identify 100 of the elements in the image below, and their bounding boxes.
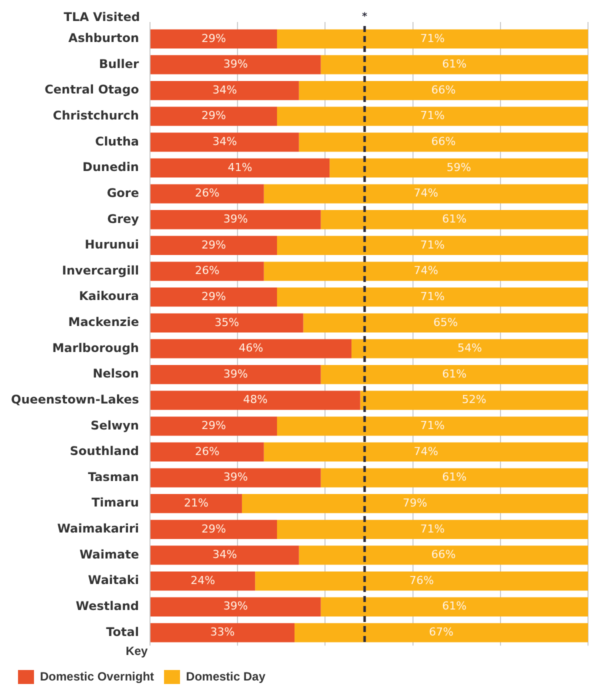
bar <box>150 468 321 488</box>
bar <box>277 416 588 436</box>
bar <box>330 158 588 178</box>
data-label: 71% <box>420 109 445 122</box>
bar <box>294 623 588 642</box>
data-label: 29% <box>202 419 226 432</box>
data-label: 61% <box>442 58 467 71</box>
bar <box>150 313 304 332</box>
data-label: 34% <box>212 83 237 96</box>
y-tick-label: Christchurch <box>52 108 139 122</box>
bar <box>150 132 299 152</box>
data-label: 26% <box>194 264 220 278</box>
data-label: 26% <box>194 186 220 200</box>
data-label: 79% <box>402 496 428 510</box>
bar <box>351 339 588 358</box>
y-tick-label: Nelson <box>92 366 139 381</box>
bar <box>277 236 588 256</box>
bar <box>150 55 321 74</box>
y-tick-label: Queenstown-Lakes <box>10 392 139 406</box>
data-label: 61% <box>442 212 467 226</box>
y-tick-label: Grey <box>107 212 140 226</box>
data-label: 39% <box>223 600 248 613</box>
bar <box>264 442 588 462</box>
bar <box>255 571 588 591</box>
data-label: 41% <box>228 160 252 174</box>
data-label: 66% <box>431 548 456 562</box>
data-label: 76% <box>409 574 434 587</box>
bar <box>150 106 278 126</box>
bar <box>277 106 588 126</box>
bar <box>303 313 588 332</box>
y-tick-label: Clutha <box>95 134 139 148</box>
bar <box>242 494 588 514</box>
y-tick-label: Ashburton <box>68 31 139 46</box>
y-tick-label: Total <box>106 624 139 639</box>
data-label: 74% <box>414 444 438 458</box>
y-tick-label: Hurunui <box>84 238 139 252</box>
bar <box>150 390 360 410</box>
y-tick-label: Westland <box>76 599 139 613</box>
bar <box>150 520 278 539</box>
data-label: 48% <box>243 393 268 406</box>
data-label: 71% <box>420 522 445 536</box>
bar <box>277 29 588 48</box>
ref-line-label: * <box>362 12 368 23</box>
legend-label: Domestic Day <box>186 669 266 684</box>
bar <box>150 80 299 100</box>
data-label: 29% <box>202 290 226 303</box>
data-label: 29% <box>202 109 226 122</box>
data-label: 46% <box>238 342 264 355</box>
data-label: 29% <box>202 238 226 252</box>
bar <box>150 442 264 462</box>
bar <box>150 158 330 178</box>
y-tick-label: Southland <box>70 444 139 458</box>
y-tick-label: Tasman <box>88 470 139 484</box>
bar <box>298 546 588 565</box>
data-label: 34% <box>212 548 237 562</box>
bar <box>298 132 588 152</box>
data-label: 33% <box>210 626 235 639</box>
y-tick-label: Dunedin <box>82 160 139 174</box>
y-tick-label: Kaikoura <box>78 289 139 304</box>
bar <box>320 468 588 488</box>
data-label: 21% <box>184 496 208 510</box>
bar <box>360 390 588 410</box>
data-label: 66% <box>431 135 456 148</box>
bar <box>320 210 588 230</box>
data-label: 74% <box>414 264 438 278</box>
data-label: 54% <box>458 342 482 355</box>
data-label: 39% <box>223 58 248 71</box>
data-label: 34% <box>212 135 237 148</box>
data-label: 71% <box>420 290 445 303</box>
data-label: 39% <box>223 367 248 380</box>
data-label: 71% <box>420 238 445 252</box>
data-label: 59% <box>446 160 472 174</box>
y-tick-label: Gore <box>106 186 139 200</box>
bar <box>150 546 299 565</box>
data-label: 61% <box>442 600 467 613</box>
y-tick-label: Waimakariri <box>57 522 139 536</box>
y-tick-label: Invercargill <box>62 263 139 278</box>
y-tick-label: Mackenzie <box>68 315 139 330</box>
data-label: 71% <box>420 419 445 432</box>
data-label: 35% <box>214 316 240 329</box>
y-axis-title: TLA Visited <box>64 10 140 24</box>
bar <box>150 364 321 384</box>
bar <box>150 494 242 514</box>
bar <box>264 262 588 281</box>
y-tick-label: Selwyn <box>90 418 139 432</box>
data-label: 71% <box>420 32 445 45</box>
bar <box>150 236 278 256</box>
data-label: 66% <box>431 83 456 96</box>
bar <box>150 288 278 307</box>
legend-label: Domestic Overnight <box>40 669 154 684</box>
bar <box>277 520 588 539</box>
bar <box>150 339 352 358</box>
bar <box>277 288 588 307</box>
y-tick-label: Central Otago <box>44 82 139 97</box>
bar <box>150 184 264 204</box>
bar <box>150 597 321 616</box>
bar <box>320 55 588 74</box>
data-label: 39% <box>223 212 248 226</box>
y-tick-label: Timaru <box>92 496 139 510</box>
bar <box>320 364 588 384</box>
